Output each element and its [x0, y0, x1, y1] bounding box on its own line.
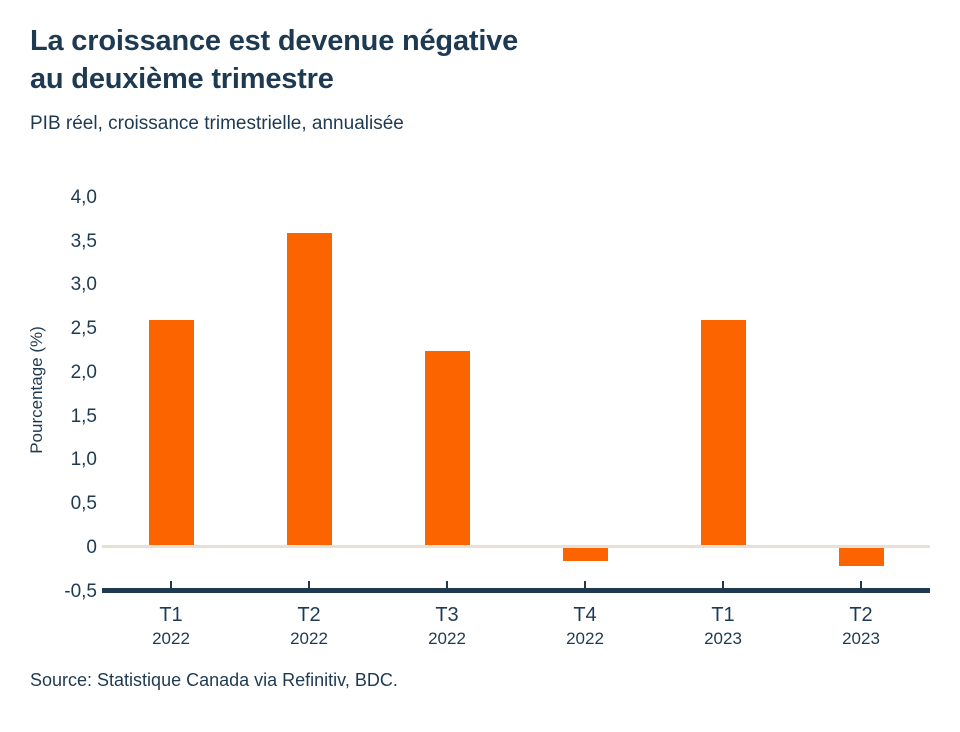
- y-tick-label: 0: [86, 537, 97, 558]
- x-label-year: 2022: [566, 629, 604, 648]
- y-tick-label: 0,5: [70, 493, 97, 515]
- bar-t4-2022: [562, 548, 608, 562]
- chart-subtitle: PIB réel, croissance trimestrielle, annu…: [30, 113, 404, 134]
- bar-t1-2023: [700, 320, 746, 548]
- x-label-quarter: T2: [297, 604, 321, 626]
- x-axis-tick: [860, 581, 862, 588]
- x-label-year: 2023: [704, 629, 742, 648]
- x-label-year: 2022: [152, 629, 190, 648]
- x-label-quarter: T1: [711, 604, 735, 626]
- x-label-quarter: T1: [159, 604, 183, 626]
- bar-t3-2022: [424, 350, 470, 548]
- y-tick-label: 1,0: [70, 449, 97, 471]
- x-axis-line: [102, 588, 930, 593]
- x-axis-tick: [446, 581, 448, 588]
- y-axis-title: Pourcentage (%): [27, 326, 46, 454]
- x-label-year: 2022: [290, 629, 328, 648]
- bar-t1-2022: [148, 320, 194, 548]
- y-tick-label: 2,0: [70, 361, 97, 383]
- y-tick-label: 4,0: [70, 186, 97, 208]
- plot-area: T1 2022 T2 2022 T3 2022 T4 2022 T1 2023 T2 2023: [102, 0, 930, 700]
- x-axis-tick: [170, 581, 172, 588]
- x-axis-tick: [584, 581, 586, 588]
- source-note: Source: Statistique Canada via Refinitiv…: [30, 670, 398, 690]
- bar-t2-2023: [838, 548, 884, 566]
- x-label-quarter: T2: [849, 604, 873, 626]
- y-tick-label: 2,5: [70, 318, 97, 340]
- x-label-quarter: T3: [435, 604, 459, 626]
- x-label-year: 2023: [842, 629, 880, 648]
- y-tick-label: -0,5: [64, 580, 97, 602]
- x-axis-tick: [308, 581, 310, 588]
- y-tick-label: 3,5: [70, 230, 97, 252]
- x-label-quarter: T4: [573, 604, 597, 626]
- chart-title: La croissance est devenue négative au de…: [30, 25, 519, 95]
- zero-gridline: [102, 545, 930, 548]
- bar-t2-2022: [286, 232, 332, 548]
- x-axis-tick: [722, 581, 724, 588]
- y-tick-label: 1,5: [70, 405, 97, 427]
- x-label-year: 2022: [428, 629, 466, 648]
- y-tick-label: 3,0: [70, 274, 97, 296]
